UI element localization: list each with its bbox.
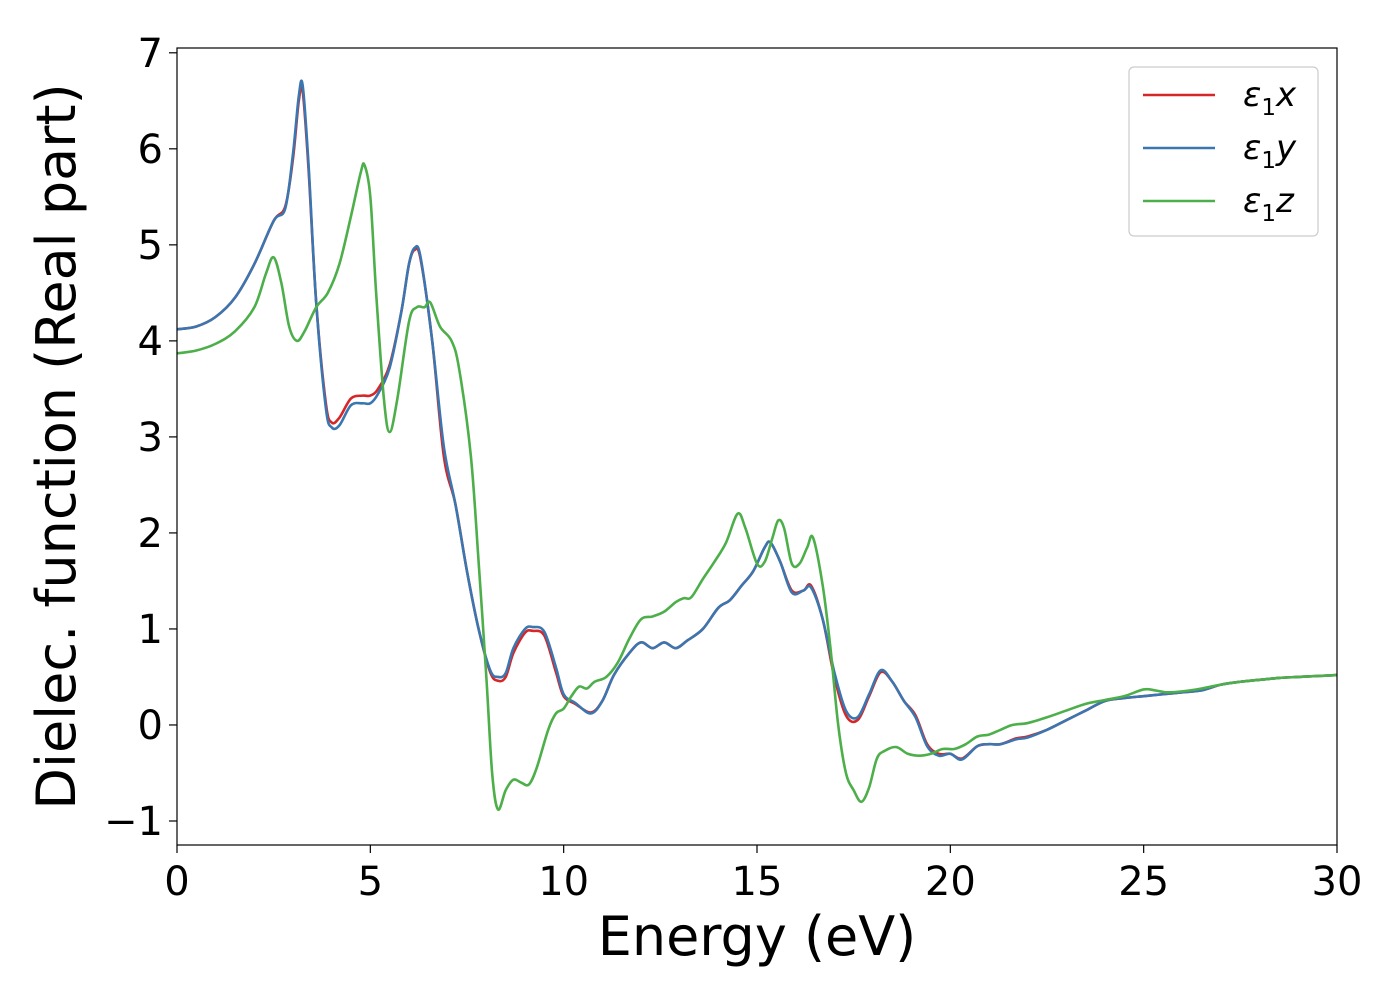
y-tick-label: 6: [138, 127, 163, 173]
legend-box: [1128, 66, 1319, 237]
y-tick-label: 3: [138, 415, 163, 461]
y-tick-label: 1: [138, 607, 163, 653]
legend-label-z: ε1z: [1243, 181, 1295, 227]
legend-label-y: ε1y: [1243, 128, 1297, 174]
y-tick-label: 7: [138, 31, 163, 77]
y-axis-ticks: −1 0 1 2 3 4 5 6 7: [104, 31, 177, 845]
x-axis-title: Energy (eV): [598, 905, 917, 968]
x-tick-label: 25: [1118, 859, 1169, 905]
series-line-y: [177, 79, 1337, 761]
series-layer: [177, 79, 1337, 811]
y-axis-title: Dielec. function (Real part): [25, 83, 88, 809]
y-tick-label: 5: [138, 223, 163, 269]
y-tick-label: 4: [138, 319, 163, 365]
x-tick-label: 10: [538, 859, 589, 905]
x-axis-ticks: 0 5 10 15 20 25 30: [164, 845, 1362, 905]
x-tick-label: 15: [732, 859, 783, 905]
y-tick-label: 2: [138, 511, 163, 557]
legend-label-x: ε1x: [1243, 75, 1297, 121]
x-tick-label: 0: [164, 859, 189, 905]
legend: ε1x ε1y ε1z: [1128, 66, 1319, 237]
y-tick-label: 0: [138, 703, 163, 749]
y-tick-label: −1: [104, 799, 163, 845]
series-line-z: [177, 162, 1337, 811]
x-tick-label: 20: [925, 859, 976, 905]
x-tick-label: 5: [358, 859, 383, 905]
x-tick-label: 30: [1312, 859, 1363, 905]
